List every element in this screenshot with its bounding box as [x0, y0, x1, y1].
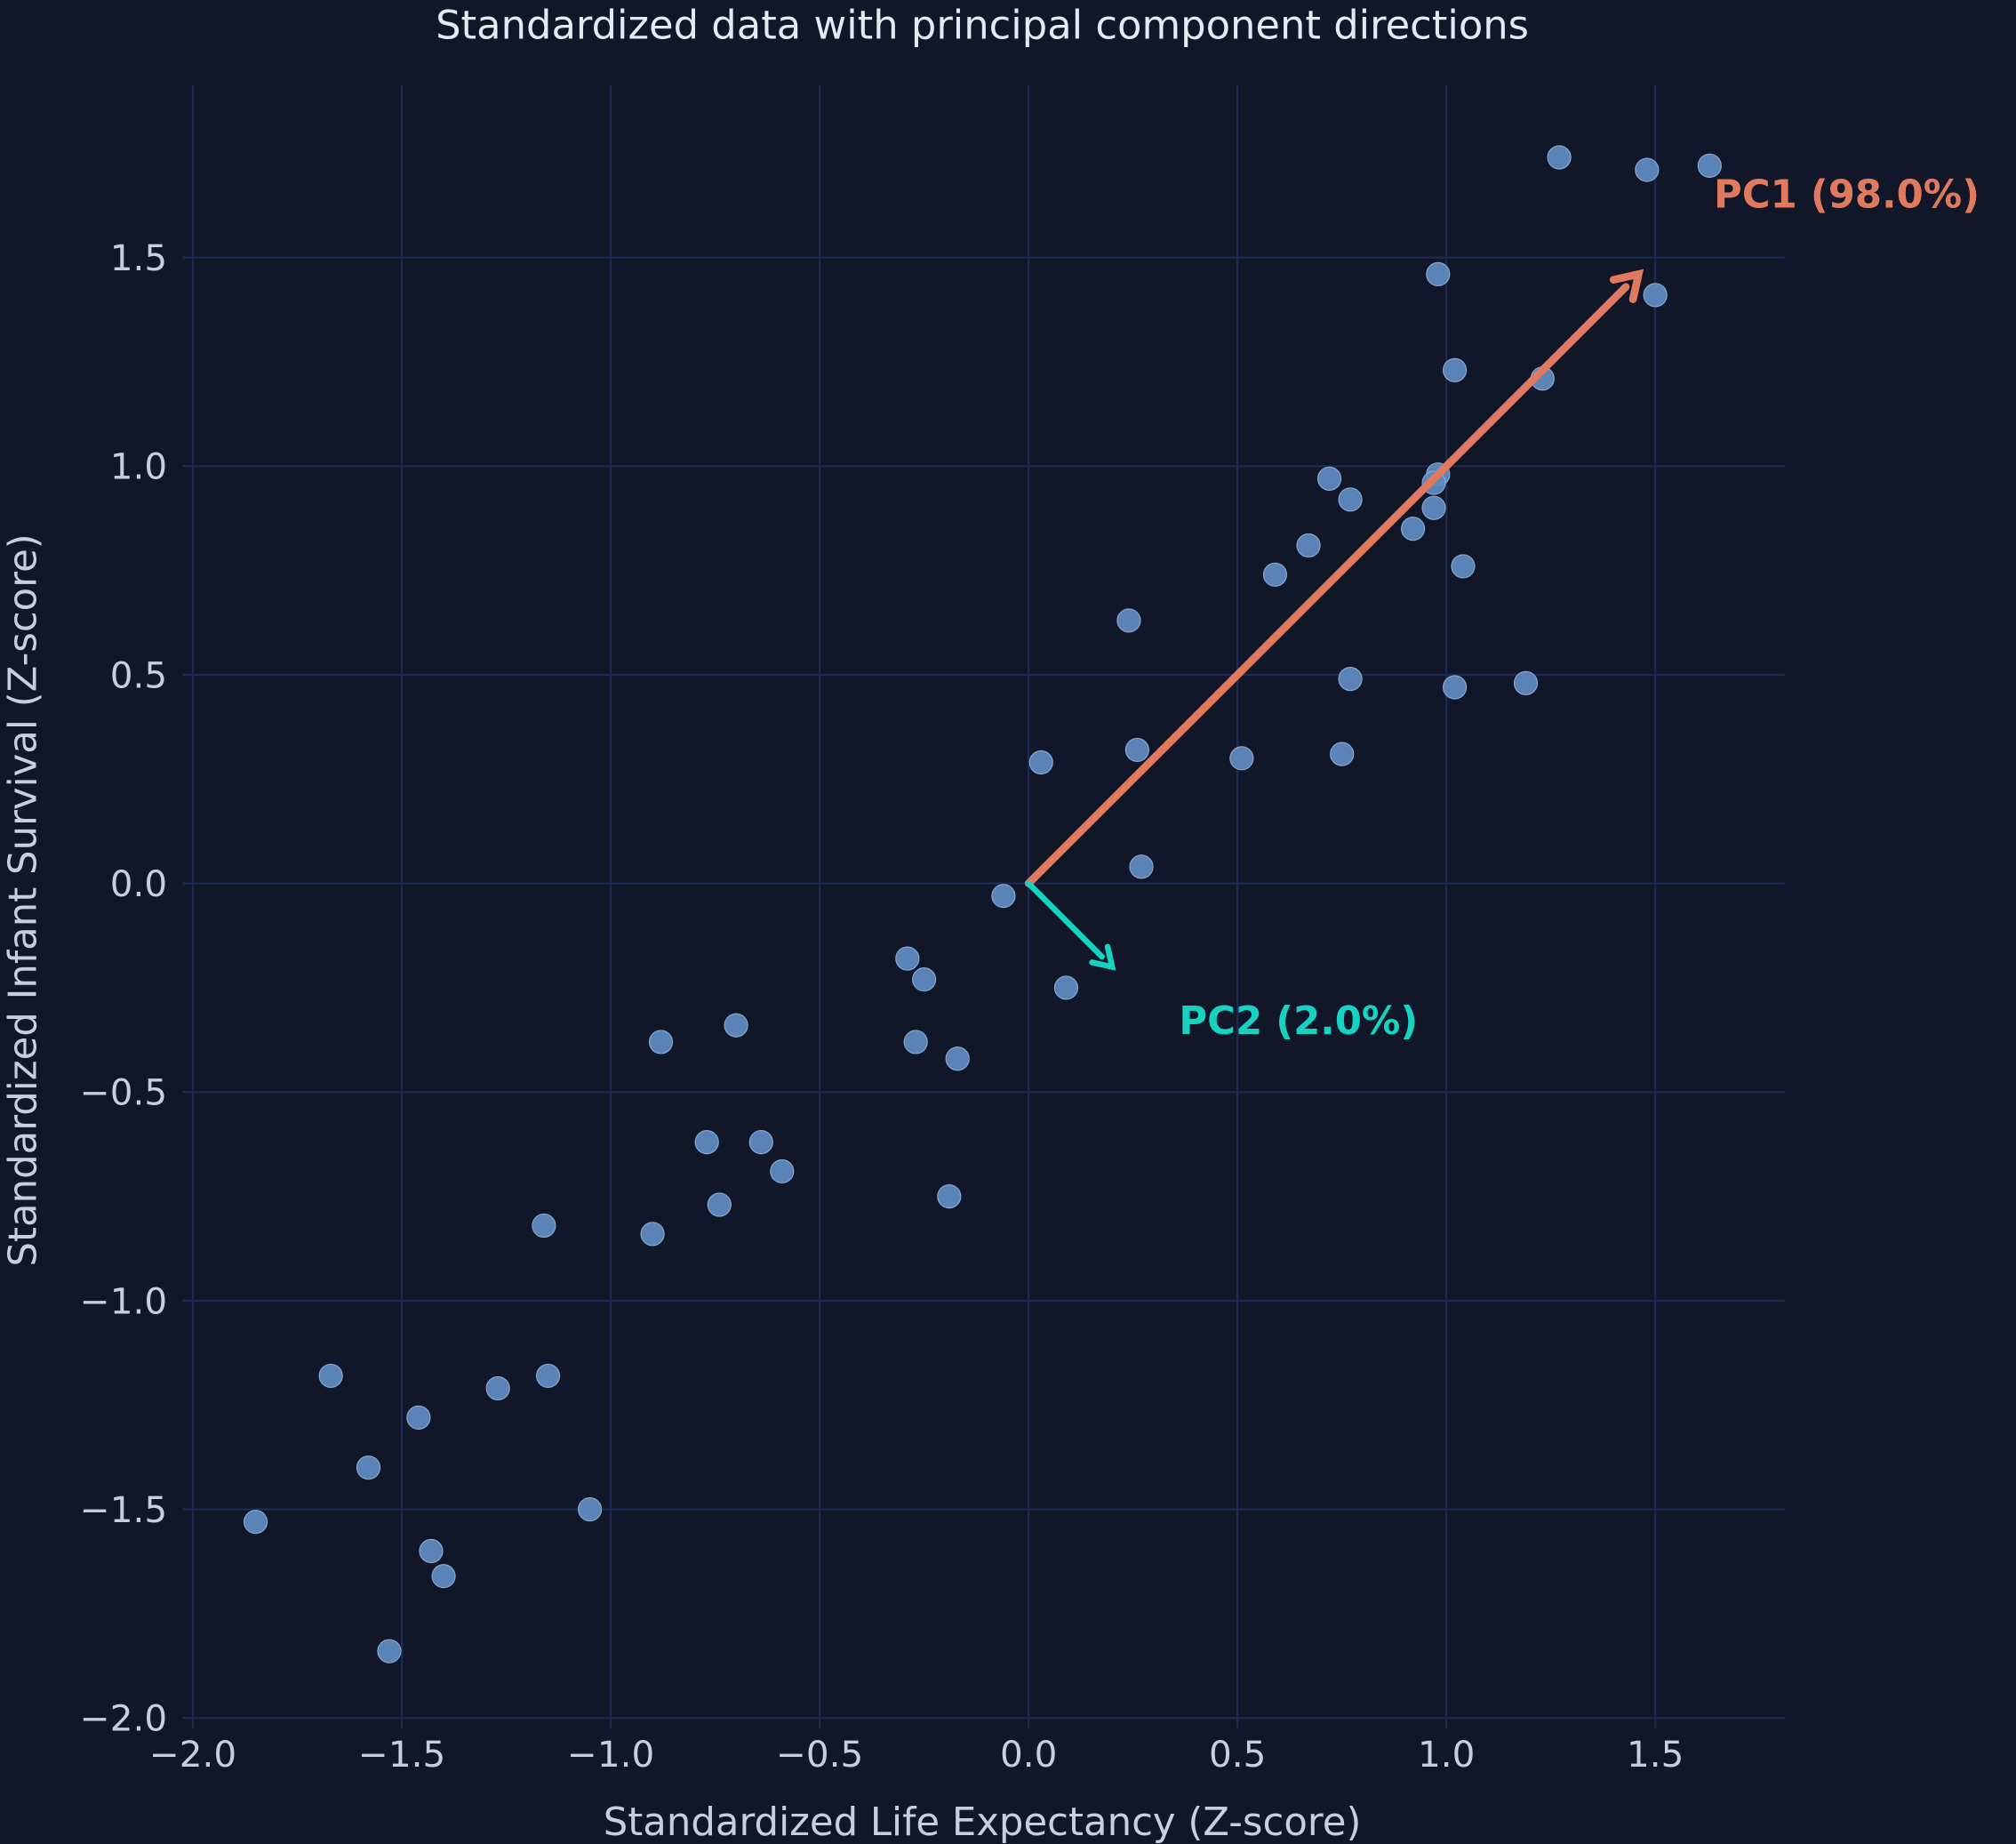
x-tick-label: 1.0 [1418, 1733, 1475, 1776]
data-point [1262, 562, 1288, 587]
x-tick-label: 1.5 [1627, 1733, 1684, 1776]
data-point [1296, 533, 1321, 558]
data-point [707, 1192, 732, 1217]
data-point [377, 1639, 402, 1664]
y-tick-label: −2.0 [80, 1697, 167, 1740]
y-tick-label: −1.5 [80, 1488, 167, 1531]
pc2-arrow-shaft [1025, 880, 1105, 960]
y-tick-label: 1.0 [110, 445, 167, 488]
data-point [419, 1538, 444, 1564]
data-point [356, 1455, 381, 1480]
chart-title: Standardized data with principal compone… [436, 1, 1529, 48]
x-tick-label: −2.0 [149, 1733, 236, 1776]
pc1-label: PC1 (98.0%) [1714, 173, 1980, 218]
data-point [406, 1405, 431, 1430]
data-point [640, 1222, 665, 1247]
data-point [535, 1363, 561, 1389]
data-point [577, 1497, 603, 1522]
data-point [903, 1030, 928, 1054]
data-point [1451, 554, 1476, 579]
x-axis-label: Standardized Life Expectancy (Z-score) [604, 1800, 1362, 1844]
pc2-label: PC2 (2.0%) [1179, 999, 1418, 1044]
data-point [1338, 487, 1363, 512]
y-tick-label: 0.5 [110, 653, 167, 696]
data-point [1400, 517, 1426, 541]
data-point [1513, 670, 1539, 695]
y-tick-label: 0.0 [110, 862, 167, 905]
data-point [694, 1129, 719, 1155]
x-tick-label: 0.0 [1000, 1733, 1057, 1776]
data-point [243, 1510, 268, 1535]
x-tick-label: −0.5 [776, 1733, 863, 1776]
data-point [485, 1375, 510, 1401]
data-point [1426, 261, 1451, 286]
data-point [1129, 854, 1154, 879]
pc-arrows: PC1 (98.0%) PC2 (2.0%) [1024, 173, 1980, 1044]
data-point [1547, 145, 1572, 170]
data-point [945, 1046, 970, 1071]
data-point [318, 1363, 343, 1389]
y-tick-label: −0.5 [80, 1071, 167, 1114]
data-points [243, 145, 1722, 1664]
data-point [1116, 608, 1141, 633]
data-point [770, 1159, 795, 1184]
data-point [648, 1030, 674, 1054]
x-tick-label: −1.0 [567, 1733, 654, 1776]
data-point [991, 884, 1016, 909]
data-point [724, 1013, 748, 1038]
data-point [1697, 153, 1722, 178]
y-tick-label: −1.0 [80, 1279, 167, 1322]
data-point [1053, 975, 1079, 1000]
data-point [1229, 746, 1254, 771]
data-point [1338, 667, 1363, 692]
data-point [532, 1213, 556, 1239]
data-point [1316, 466, 1342, 491]
data-point [1330, 742, 1355, 766]
ticks: −2.0 −1.5 −1.0 −0.5 0.0 0.5 1.0 1.5 −2.0 −1.5 −1.0… [80, 237, 1684, 1776]
x-tick-label: 0.5 [1209, 1733, 1266, 1776]
data-point [1643, 283, 1668, 308]
data-point [431, 1564, 456, 1589]
data-point [1442, 675, 1468, 700]
x-tick-label: −1.5 [358, 1733, 445, 1776]
pc2-arrow-head [1089, 943, 1116, 971]
data-point [1124, 737, 1149, 763]
y-tick-label: 1.5 [110, 237, 167, 279]
pc1-arrow-head [1609, 269, 1644, 303]
data-point [1442, 357, 1468, 382]
data-point [895, 946, 920, 971]
data-point [937, 1184, 962, 1209]
pc1-arrow-shaft [1024, 283, 1630, 887]
data-point [748, 1129, 773, 1155]
data-point [1421, 495, 1446, 520]
data-point [912, 966, 937, 992]
data-point [1028, 750, 1053, 775]
y-axis-label: Standardized Infant Survival (Z-score) [2, 533, 46, 1266]
data-point [1635, 157, 1660, 182]
